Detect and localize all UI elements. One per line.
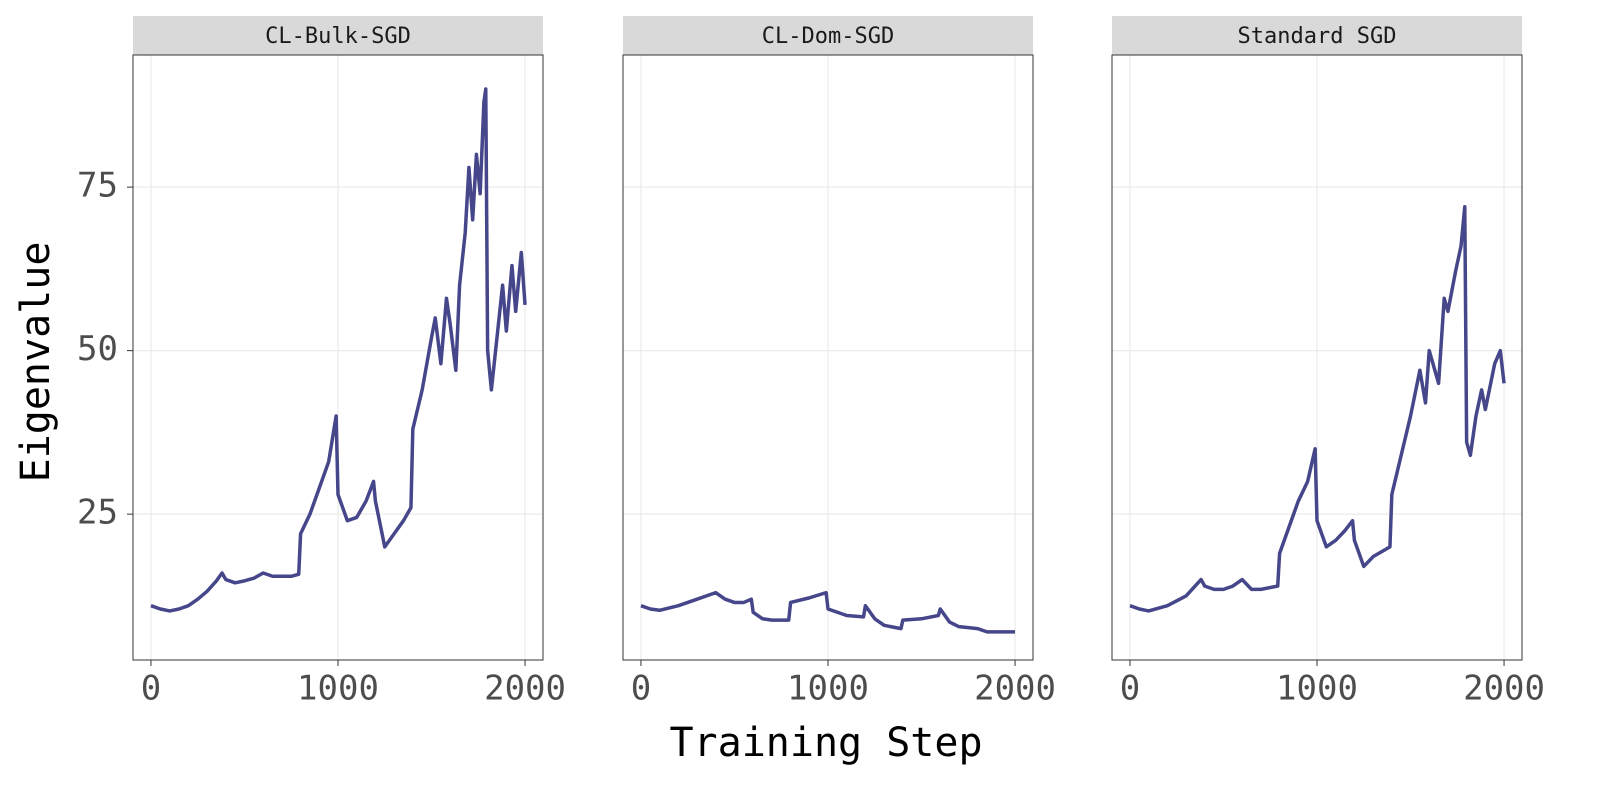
strip: [1112, 16, 1522, 55]
y-tick-label: 25: [77, 493, 118, 533]
panel-border: [132, 54, 544, 661]
panel-title: CL-Dom-SGD: [762, 24, 894, 49]
data-line: [1129, 204, 1506, 613]
x-tick-label: 0: [1120, 669, 1140, 709]
y-tick-label: 75: [77, 166, 118, 206]
x-tick-label: 1000: [787, 669, 869, 709]
data-line: [640, 590, 1016, 634]
strip: [133, 16, 543, 55]
x-tick-label: 2000: [484, 669, 566, 709]
panel-border: [622, 54, 1034, 661]
y-axis-title: Eigenvalue: [13, 242, 59, 483]
panel-title: CL-Bulk-SGD: [265, 24, 411, 49]
y-tick-label: 50: [77, 329, 118, 369]
x-tick-label: 2000: [974, 669, 1056, 709]
x-tick-label: 0: [631, 669, 651, 709]
x-tick-label: 2000: [1463, 669, 1545, 709]
x-tick-label: 1000: [297, 669, 379, 709]
x-tick-label: 0: [141, 669, 161, 709]
strip: [623, 16, 1033, 55]
data-line: [150, 87, 527, 613]
panel-border: [1111, 54, 1523, 661]
x-tick-label: 1000: [1276, 669, 1358, 709]
x-axis-title: Training Step: [669, 720, 982, 766]
panel-title: Standard SGD: [1238, 24, 1397, 49]
